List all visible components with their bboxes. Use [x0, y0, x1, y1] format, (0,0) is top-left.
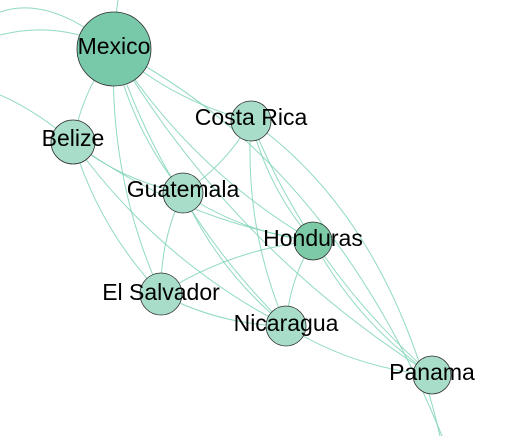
edge-costa-rica-panama: [250, 120, 433, 376]
node-label-mexico: Mexico: [78, 33, 151, 59]
node-el-salvador[interactable]: [139, 272, 183, 316]
edge-costa-rica-nicaragua: [249, 120, 287, 327]
node-label-panama: Panama: [389, 359, 475, 385]
edge-guatemala-nicaragua: [182, 192, 287, 327]
edge-offscreen: [250, 120, 441, 436]
edge-mexico-honduras: [113, 48, 314, 242]
edge-belize-el-salvador: [72, 141, 162, 295]
node-label-honduras: Honduras: [263, 225, 363, 251]
node-honduras[interactable]: [293, 221, 333, 261]
edge-honduras-panama: [312, 240, 433, 376]
edge-layer: [0, 0, 443, 436]
node-label-el-salvador: El Salvador: [102, 279, 220, 305]
node-mexico[interactable]: [76, 11, 152, 87]
edge-mexico-panama: [113, 48, 433, 376]
node-label-belize: Belize: [42, 125, 105, 151]
node-label-guatemala: Guatemala: [127, 176, 240, 202]
node-layer: [50, 11, 452, 395]
label-layer: Mexico Costa Rica Belize Guatemala Honduras E…: [42, 33, 475, 385]
node-panama[interactable]: [412, 355, 452, 395]
node-label-nicaragua: Nicaragua: [234, 310, 339, 336]
node-belize[interactable]: [50, 119, 96, 165]
node-nicaragua[interactable]: [265, 305, 307, 347]
node-guatemala[interactable]: [162, 172, 204, 214]
node-label-costa-rica: Costa Rica: [195, 104, 308, 130]
edge-belize-nicaragua: [72, 141, 287, 327]
node-costa-rica[interactable]: [230, 100, 272, 142]
edge-offscreen: [113, 48, 443, 436]
